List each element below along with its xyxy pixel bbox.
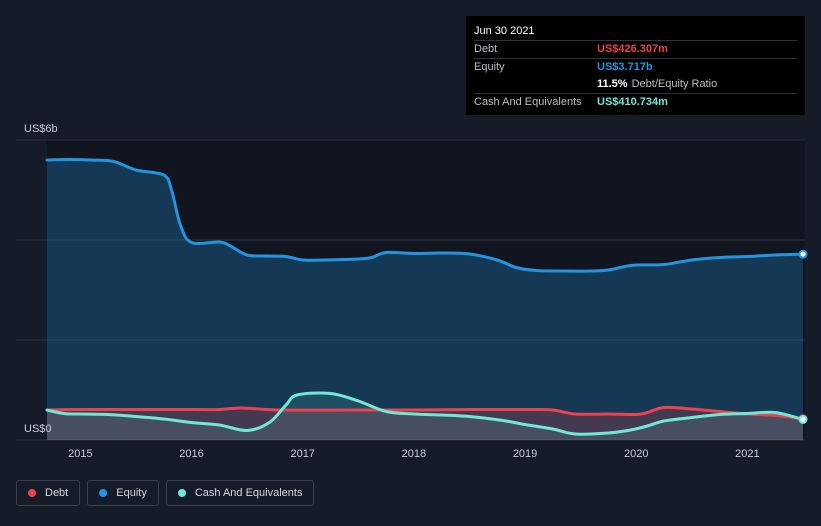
end-markers — [798, 249, 808, 424]
tooltip-equity-label: Equity — [474, 61, 505, 73]
x-tick-label: 2020 — [624, 448, 648, 460]
cash-line — [45, 391, 805, 436]
tooltip-cash-label: Cash And Equivalents — [474, 96, 582, 108]
tooltip-equity-row: Equity US$3.717b — [474, 58, 797, 76]
x-tick-label: 2019 — [513, 448, 537, 460]
tooltip-ratio-row: 11.5% Debt/Equity Ratio — [474, 76, 797, 93]
forecast-shade — [47, 140, 805, 440]
y-axis-bottom-label: US$0 — [24, 423, 52, 435]
tooltip-date: Jun 30 2021 — [474, 25, 535, 37]
equity-dot-icon — [99, 489, 108, 497]
chart-legend: Debt Equity Cash And Equivalents — [16, 480, 315, 506]
x-tick-label: 2021 — [735, 448, 759, 460]
debt-dot-icon — [28, 489, 36, 497]
x-tick-label: 2018 — [402, 448, 426, 460]
debt-line — [45, 405, 805, 421]
equity-end-marker — [798, 249, 808, 259]
legend-equity-label: Equity — [116, 487, 147, 499]
cash-dot-icon — [177, 489, 186, 497]
x-axis-ticks: 2015 2016 2017 2018 2019 2020 2021 — [68, 448, 760, 460]
series-lines — [45, 158, 805, 436]
legend-cash-toggle[interactable]: Cash And Equivalents — [165, 480, 315, 506]
x-tick-label: 2017 — [290, 448, 314, 460]
grid-lines — [16, 139, 805, 441]
tooltip-cash-row: Cash And Equivalents US$410.734m — [474, 93, 797, 111]
tooltip-debt-row: Debt US$426.307m — [474, 40, 797, 58]
legend-equity-toggle[interactable]: Equity — [87, 480, 159, 506]
equity-line — [45, 158, 805, 273]
tooltip-cash-value: US$410.734m — [597, 96, 668, 108]
equity-area — [47, 159, 803, 440]
tooltip-ratio-value: 11.5% — [597, 78, 628, 90]
legend-cash-label: Cash And Equivalents — [194, 487, 303, 499]
tooltip-debt-label: Debt — [474, 43, 498, 55]
data-tooltip: Jun 30 2021 Debt US$426.307m Equity US$3… — [466, 16, 805, 115]
tooltip-ratio-label: Debt/Equity Ratio — [631, 78, 718, 90]
tooltip-debt-value: US$426.307m — [597, 43, 668, 55]
legend-debt-label: Debt — [45, 487, 69, 499]
y-axis-top-label: US$6b — [24, 123, 58, 135]
tooltip-equity-value: US$3.717b — [597, 61, 653, 73]
cash-end-marker — [798, 414, 808, 424]
legend-debt-toggle[interactable]: Debt — [16, 480, 81, 506]
x-tick-label: 2016 — [179, 448, 203, 460]
x-tick-label: 2015 — [68, 448, 92, 460]
cash-area — [47, 393, 803, 440]
